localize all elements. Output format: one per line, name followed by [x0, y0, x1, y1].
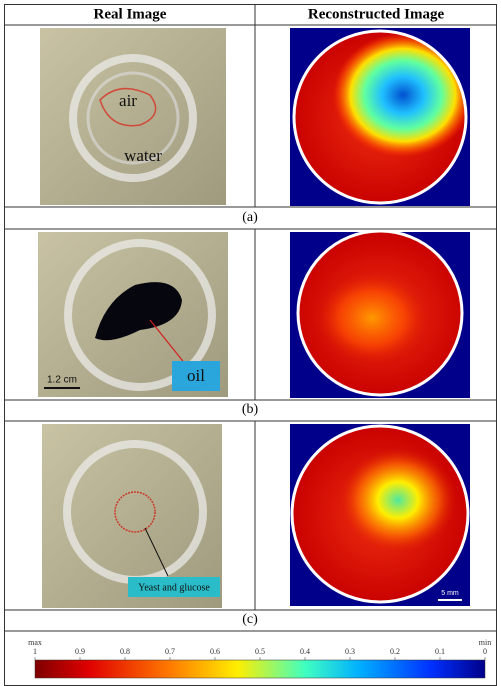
caption: (b): [242, 402, 259, 417]
colorbar-tick-label: 0.1: [435, 647, 445, 656]
colorbar: [35, 660, 485, 678]
scale-label: 5 mm: [441, 590, 459, 597]
colorbar-tick-label: 0.9: [75, 647, 85, 656]
reconstruction: [290, 424, 470, 606]
photo-label: Yeast and glucose: [138, 582, 210, 593]
colorbar-tick-label: 0.8: [120, 647, 130, 656]
colorbar-tick-label: 0.4: [300, 647, 310, 656]
photo-label: air: [119, 91, 137, 110]
colorbar-min-label: min: [479, 638, 491, 647]
page: {"table": {"headers": ["Real Image", "Re…: [0, 0, 501, 686]
colorbar-tick-label: 1: [33, 647, 37, 656]
colorbar-tick-label: 0.2: [390, 647, 400, 656]
reconstruction: [290, 231, 470, 398]
column-header: Reconstructed Image: [308, 6, 445, 22]
column-header: Real Image: [94, 6, 167, 22]
colorbar-tick-label: 0.7: [165, 647, 175, 656]
colorbar-tick-label: 0.3: [345, 647, 355, 656]
photo: [40, 28, 226, 205]
scale-label: 1.2 cm: [47, 375, 77, 386]
photo-label: oil: [187, 366, 205, 385]
colorbar-tick-label: 0.6: [210, 647, 220, 656]
caption: (a): [242, 210, 258, 225]
photo: [42, 424, 222, 608]
colorbar-tick-label: 0.5: [255, 647, 265, 656]
colorbar-tick-label: 0: [483, 647, 487, 656]
reconstruction: [290, 28, 473, 206]
colorbar-max-label: max: [28, 638, 42, 647]
caption: (c): [242, 612, 258, 627]
photo-label: water: [124, 146, 162, 165]
figure: Real Image Reconstructed Image air water…: [0, 0, 501, 686]
